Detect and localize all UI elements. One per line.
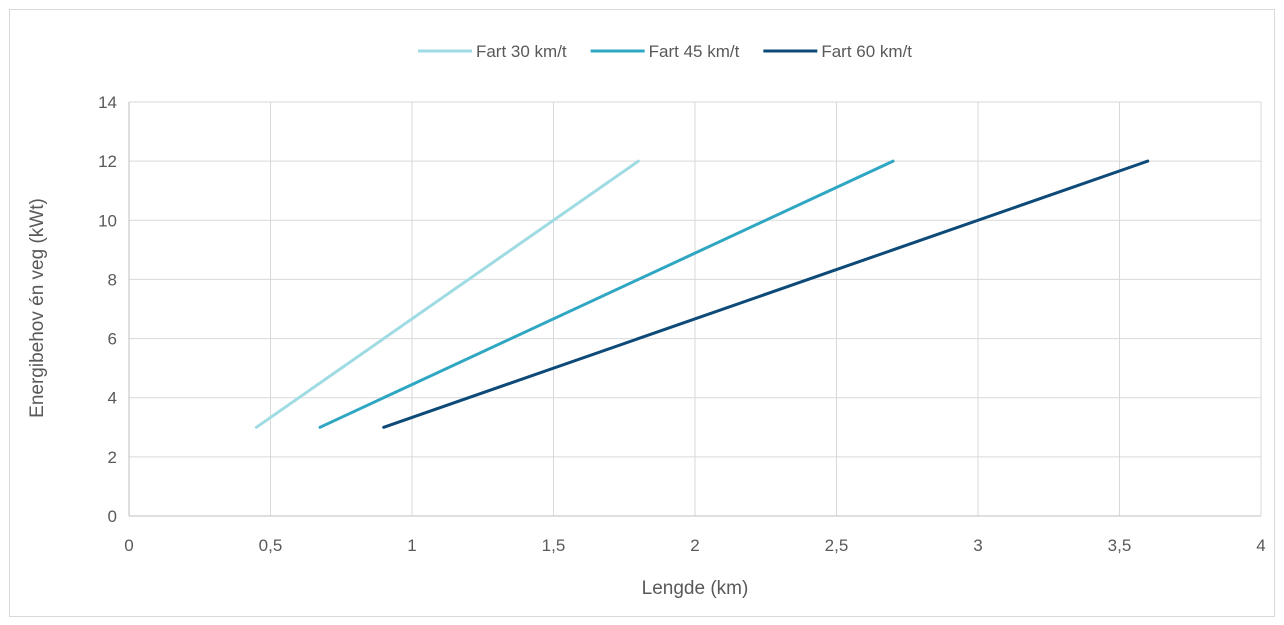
legend: Fart 30 km/t Fart 45 km/t Fart 60 km/t xyxy=(417,42,912,61)
y-tick-label: 0 xyxy=(108,507,117,526)
x-tick-label: 1 xyxy=(407,536,416,555)
x-tick-label: 1,5 xyxy=(542,536,566,555)
x-tick-label: 2,5 xyxy=(825,536,849,555)
legend-label: Fart 30 km/t xyxy=(476,42,567,61)
series-line-1 xyxy=(254,159,640,429)
series-line-3 xyxy=(382,159,1150,429)
x-tick-label: 0,5 xyxy=(259,536,283,555)
legend-item: Fart 30 km/t xyxy=(417,42,567,61)
axes xyxy=(128,102,1261,517)
y-tick-label: 8 xyxy=(108,270,117,289)
legend-label: Fart 60 km/t xyxy=(821,42,912,61)
legend-item: Fart 60 km/t xyxy=(763,42,912,61)
legend-label: Fart 45 km/t xyxy=(649,42,740,61)
series-line-2 xyxy=(318,159,895,429)
y-tick-label: 2 xyxy=(108,448,117,467)
y-tick-label: 10 xyxy=(98,211,117,230)
series-lines xyxy=(254,159,1150,429)
y-tick-label: 6 xyxy=(108,330,117,349)
legend-item: Fart 45 km/t xyxy=(590,42,740,61)
grid-lines xyxy=(129,101,1262,516)
tick-labels: 0 2 4 6 8 10 12 14 0 0,5 1 1,5 2 2,5 3 3,5 4 xyxy=(98,93,1266,555)
x-tick-label: 4 xyxy=(1256,536,1265,555)
y-tick-label: 14 xyxy=(98,93,117,112)
x-tick-label: 0 xyxy=(124,536,133,555)
x-tick-label: 2 xyxy=(690,536,699,555)
y-tick-label: 4 xyxy=(108,389,117,408)
x-tick-label: 3,5 xyxy=(1108,536,1132,555)
y-tick-label: 12 xyxy=(98,152,117,171)
y-axis-title: Energibehov én veg (kWt) xyxy=(27,198,48,418)
x-axis-title: Lengde (km) xyxy=(642,578,749,599)
x-tick-label: 3 xyxy=(973,536,982,555)
